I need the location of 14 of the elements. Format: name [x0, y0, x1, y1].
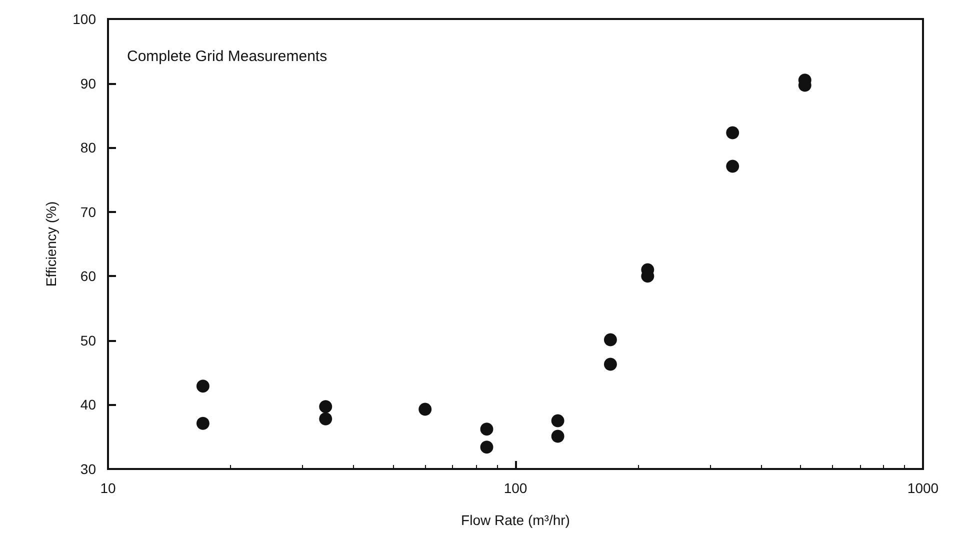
y-tick-label: 90 — [80, 75, 96, 92]
x-tick-label: 1000 — [907, 480, 939, 496]
text: Complete Grid Measurements — [127, 48, 328, 65]
y-tick-label: 60 — [80, 268, 96, 284]
y-tick-label: 80 — [80, 140, 96, 156]
y-axis-title: Efficiency (%) — [43, 201, 59, 287]
x-tick-label: 10 — [100, 480, 116, 496]
y-tick-label: 50 — [80, 332, 96, 348]
y-tick-label: 30 — [80, 461, 96, 477]
y-tick-label: 100 — [72, 11, 96, 27]
y-tick-label: 40 — [80, 396, 96, 413]
x-tick-label: 100 — [504, 480, 528, 496]
y-tick-label: 70 — [80, 204, 96, 220]
x-axis-title: Flow Rate (m³/hr) — [461, 512, 570, 528]
